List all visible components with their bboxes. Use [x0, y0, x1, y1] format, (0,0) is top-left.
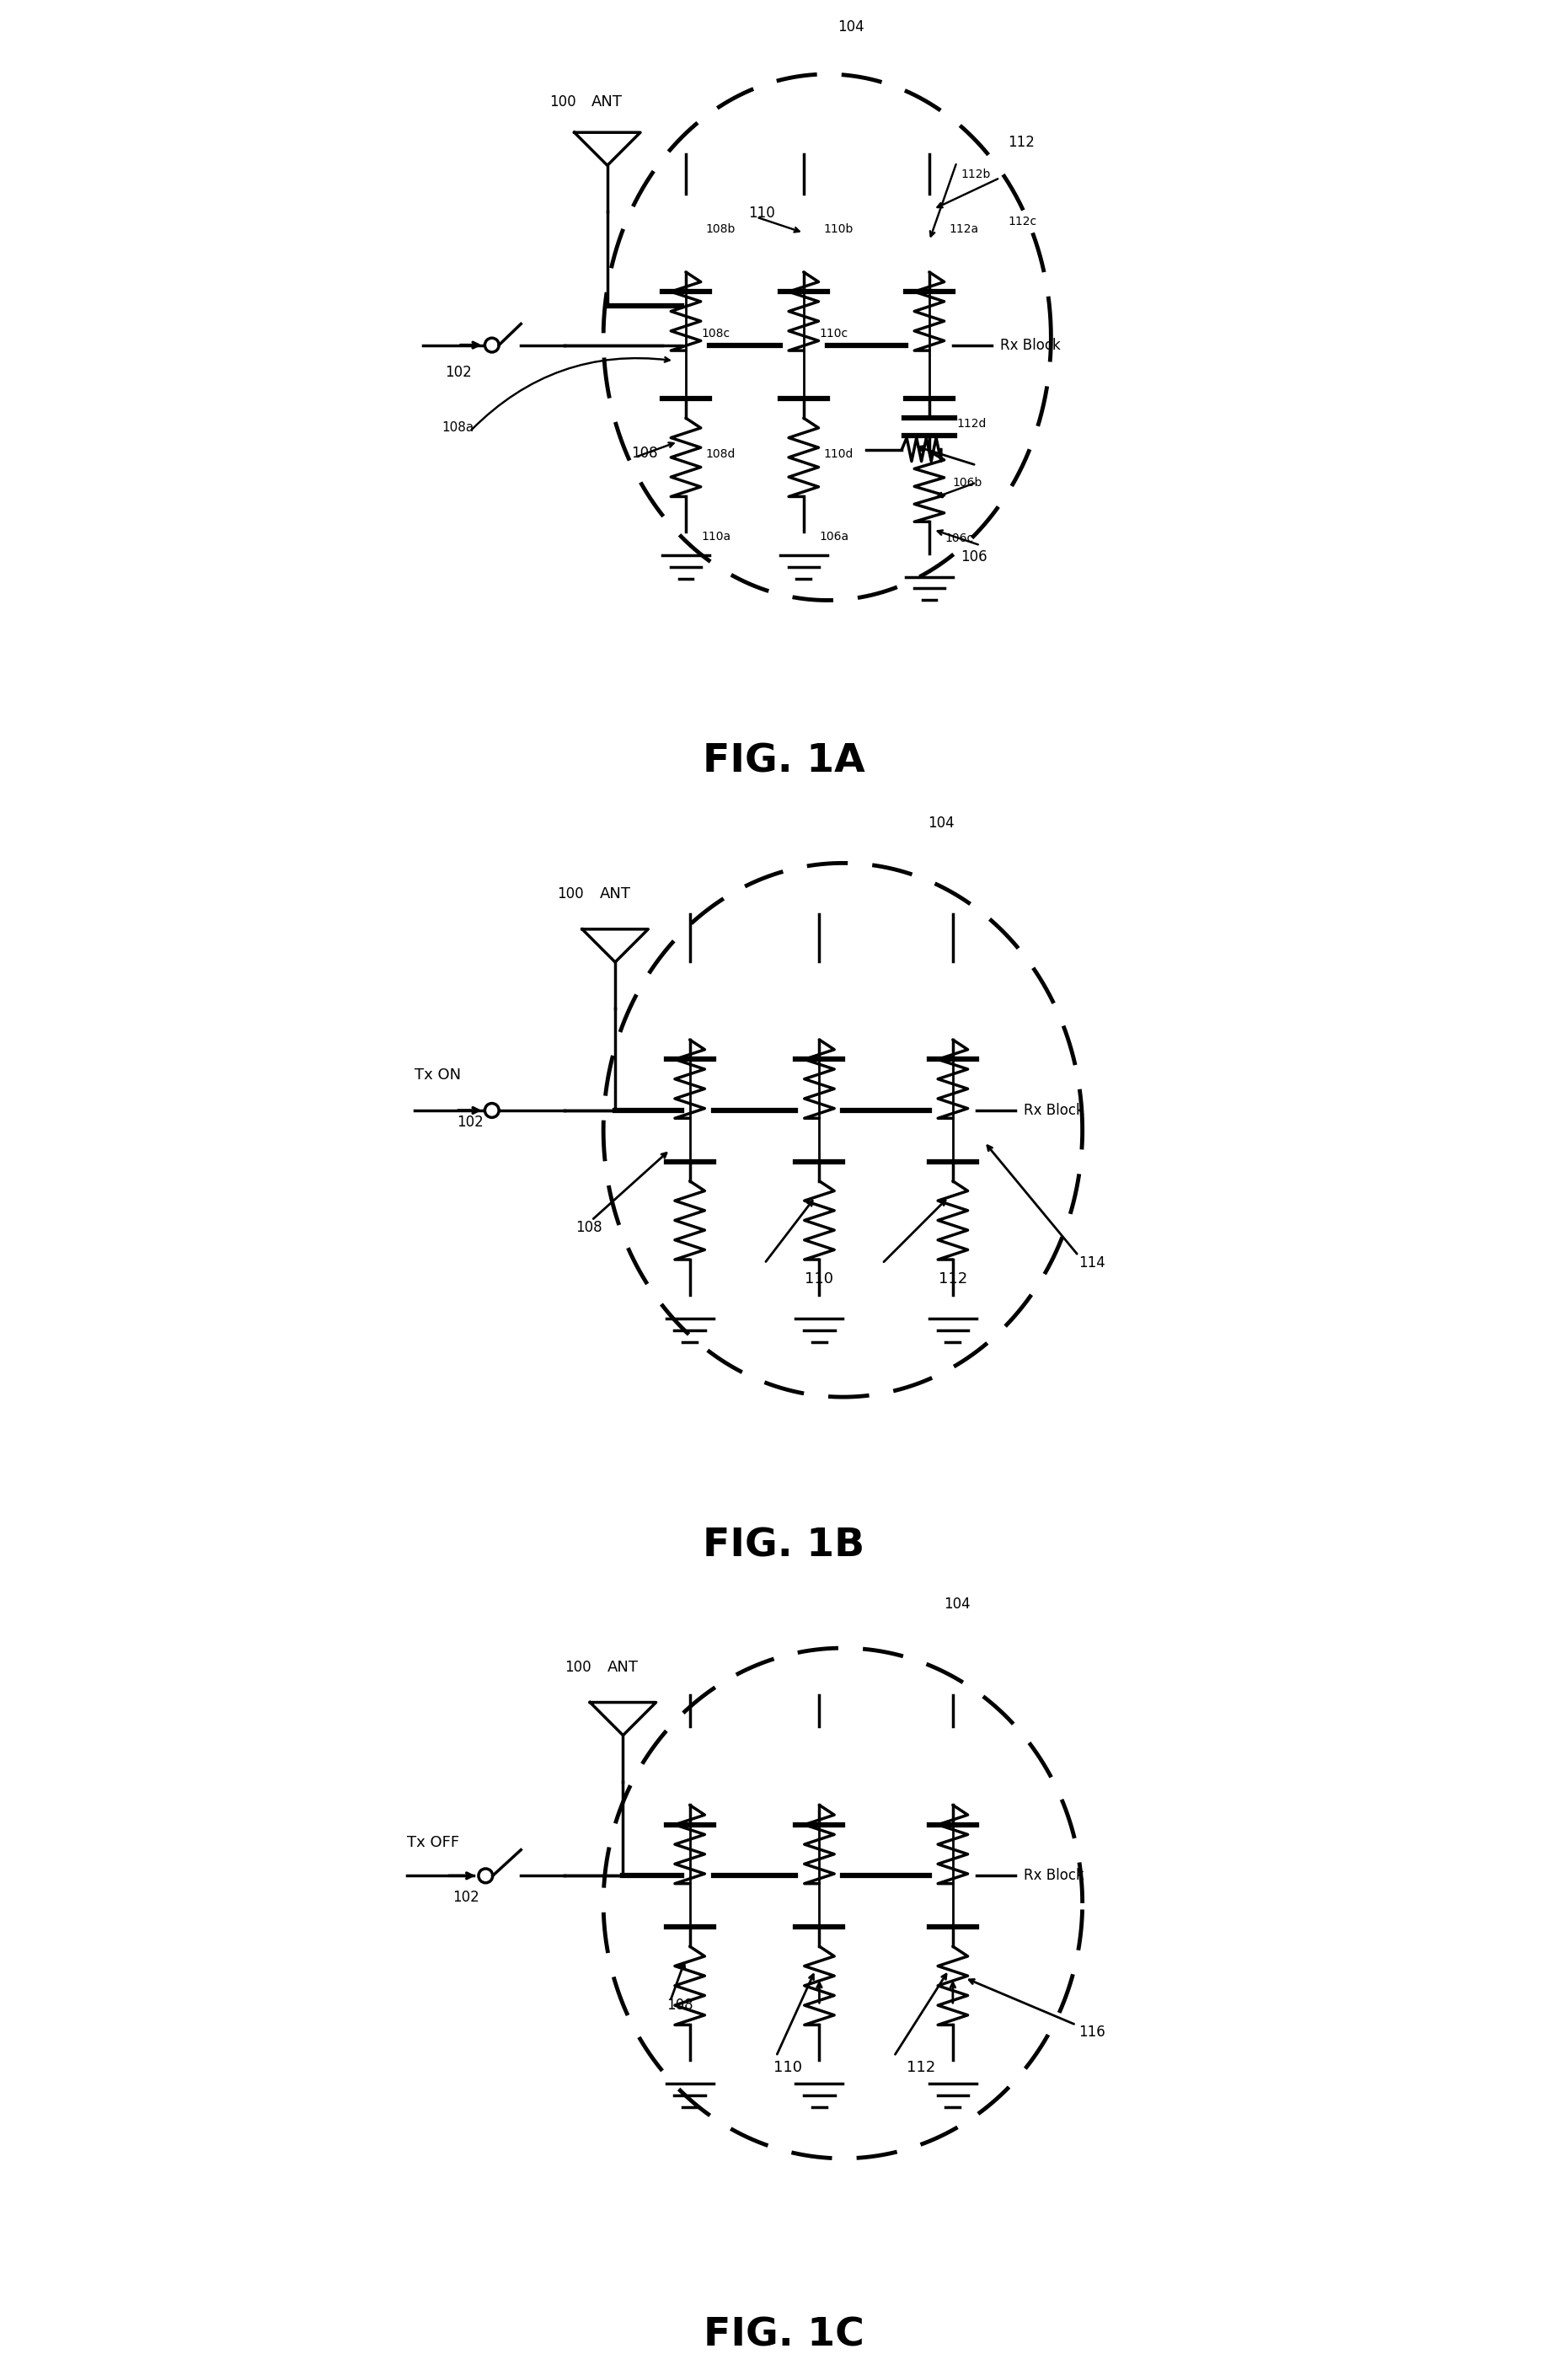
Text: 110: 110	[804, 1270, 834, 1287]
Text: 116: 116	[1079, 2024, 1105, 2041]
Text: 110c: 110c	[820, 327, 848, 339]
Text: 112: 112	[906, 2060, 936, 2076]
Text: 108d: 108d	[706, 448, 735, 460]
Text: 106b: 106b	[953, 476, 983, 488]
Text: ANT: ANT	[607, 1659, 638, 1676]
Text: 104: 104	[928, 815, 955, 832]
Text: 106: 106	[961, 550, 988, 564]
Text: 100: 100	[549, 95, 575, 109]
Text: 112c: 112c	[1008, 216, 1036, 228]
Text: 102: 102	[453, 1889, 480, 1905]
Text: 110a: 110a	[701, 531, 731, 543]
Text: Tx OFF: Tx OFF	[408, 1834, 459, 1851]
Text: 108: 108	[575, 1221, 602, 1235]
Text: Tx ON: Tx ON	[416, 1066, 461, 1083]
Text: FIG. 1C: FIG. 1C	[704, 2315, 864, 2353]
Text: 110d: 110d	[823, 448, 853, 460]
Text: 106c: 106c	[946, 533, 974, 543]
Text: 112: 112	[1008, 135, 1035, 149]
Text: Rx Block: Rx Block	[1024, 1868, 1083, 1884]
Text: FIG. 1A: FIG. 1A	[702, 742, 866, 780]
Text: 110b: 110b	[823, 223, 853, 235]
Text: 106a: 106a	[820, 531, 848, 543]
Text: 112a: 112a	[949, 223, 978, 235]
Text: 100: 100	[557, 886, 583, 901]
Text: Rx Block: Rx Block	[1024, 1102, 1083, 1119]
Text: 112b: 112b	[961, 168, 991, 180]
Text: 100: 100	[564, 1659, 591, 1676]
Text: Rx Block: Rx Block	[1000, 337, 1060, 353]
Text: 104: 104	[944, 1597, 971, 1612]
Text: 108b: 108b	[706, 223, 735, 235]
Text: 102: 102	[445, 365, 472, 379]
Text: 110: 110	[748, 206, 776, 220]
Text: 108: 108	[630, 446, 657, 460]
Text: 112d: 112d	[956, 417, 986, 429]
Text: ANT: ANT	[591, 95, 622, 109]
Text: ANT: ANT	[599, 886, 630, 901]
Text: 104: 104	[837, 19, 864, 33]
Text: 108c: 108c	[701, 327, 731, 339]
Text: 114: 114	[1079, 1256, 1105, 1270]
Text: 108a: 108a	[442, 422, 474, 434]
Text: 102: 102	[456, 1114, 483, 1130]
Text: FIG. 1B: FIG. 1B	[702, 1526, 866, 1564]
Text: 108: 108	[666, 1998, 693, 2012]
Text: 112: 112	[938, 1270, 967, 1287]
Text: 110: 110	[773, 2060, 803, 2076]
